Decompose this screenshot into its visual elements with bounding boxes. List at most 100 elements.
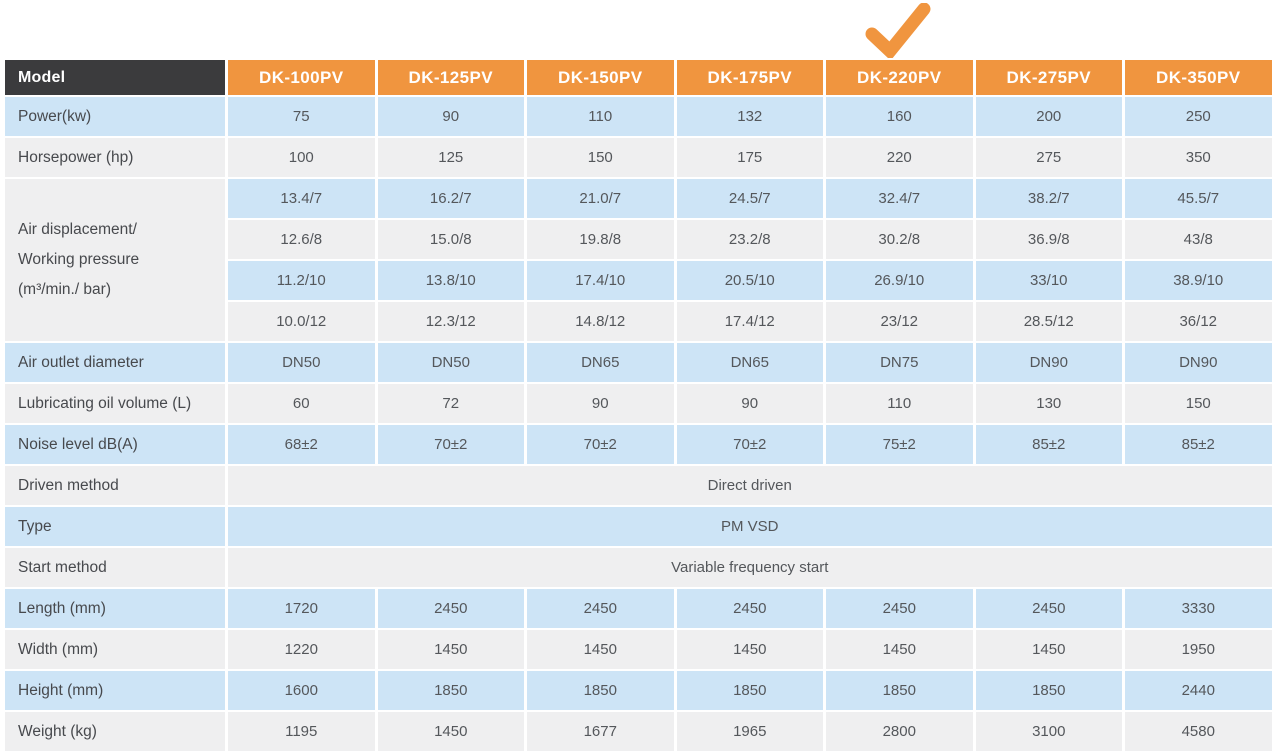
spec-value-cell: 2450	[377, 589, 524, 628]
spec-value-cell: 220	[826, 138, 973, 177]
spec-value-cell: 90	[676, 384, 823, 423]
spec-value-cell: 1450	[527, 630, 674, 669]
table-row: Lubricating oil volume (L) 60 72 90 90 1…	[5, 384, 1272, 423]
table-row: Width (mm) 1220 1450 1450 1450 1450 1450…	[5, 630, 1272, 669]
spec-value-cell: 20.5/10	[676, 261, 823, 300]
spec-value-cell: 26.9/10	[826, 261, 973, 300]
row-label: Height (mm)	[5, 671, 225, 710]
spec-value-cell: 10.0/12	[228, 302, 375, 341]
spec-value-cell: 1720	[228, 589, 375, 628]
table-row: Air outlet diameter DN50 DN50 DN65 DN65 …	[5, 343, 1272, 382]
table-row: Start method Variable frequency start	[5, 548, 1272, 587]
spec-value-cell: 17.4/10	[527, 261, 674, 300]
spec-value-cell: 45.5/7	[1125, 179, 1272, 218]
model-header-cell: Model	[5, 60, 225, 95]
spec-value-cell: 2450	[676, 589, 823, 628]
row-label: Weight (kg)	[5, 712, 225, 751]
spec-value-cell: 1850	[377, 671, 524, 710]
spec-value-cell: 2450	[826, 589, 973, 628]
spec-value-cell: DN50	[377, 343, 524, 382]
spec-value-cell: 1220	[228, 630, 375, 669]
spec-value-cell: 1450	[377, 630, 524, 669]
table-row: Weight (kg) 1195 1450 1677 1965 2800 310…	[5, 712, 1272, 751]
spec-value-cell: 110	[527, 97, 674, 136]
spec-span-cell: Direct driven	[228, 466, 1272, 505]
spec-value-cell: 12.3/12	[377, 302, 524, 341]
spec-value-cell: 30.2/8	[826, 220, 973, 259]
spec-value-cell: 1450	[676, 630, 823, 669]
spec-value-cell: 17.4/12	[676, 302, 823, 341]
spec-value-cell: 1965	[676, 712, 823, 751]
spec-value-cell: 70±2	[527, 425, 674, 464]
spec-value-cell: 150	[527, 138, 674, 177]
row-label: Type	[5, 507, 225, 546]
spec-value-cell: 72	[377, 384, 524, 423]
check-icon	[864, 2, 932, 61]
table-row: 12.6/8 15.0/8 19.8/8 23.2/8 30.2/8 36.9/…	[5, 220, 1272, 259]
spec-value-cell: 28.5/12	[975, 302, 1122, 341]
spec-value-cell: 1450	[975, 630, 1122, 669]
model-column-header: DK-100PV	[228, 60, 375, 95]
spec-sheet: Model DK-100PV DK-125PV DK-150PV DK-175P…	[5, 2, 1272, 751]
model-column-header: DK-125PV	[377, 60, 524, 95]
spec-span-cell: PM VSD	[228, 507, 1272, 546]
spec-value-cell: 2440	[1125, 671, 1272, 710]
spec-span-cell: Variable frequency start	[228, 548, 1272, 587]
row-label: Width (mm)	[5, 630, 225, 669]
spec-value-cell: 19.8/8	[527, 220, 674, 259]
spec-value-cell: 1950	[1125, 630, 1272, 669]
table-row: 11.2/10 13.8/10 17.4/10 20.5/10 26.9/10 …	[5, 261, 1272, 300]
spec-value-cell: 130	[975, 384, 1122, 423]
row-label: Air outlet diameter	[5, 343, 225, 382]
spec-value-cell: 150	[1125, 384, 1272, 423]
spec-value-cell: 90	[527, 384, 674, 423]
spec-value-cell: 14.8/12	[527, 302, 674, 341]
spec-value-cell: 21.0/7	[527, 179, 674, 218]
row-label: Horsepower (hp)	[5, 138, 225, 177]
row-label: Length (mm)	[5, 589, 225, 628]
spec-value-cell: 32.4/7	[826, 179, 973, 218]
spec-value-cell: 350	[1125, 138, 1272, 177]
spec-value-cell: 60	[228, 384, 375, 423]
spec-value-cell: DN65	[527, 343, 674, 382]
spec-value-cell: 43/8	[1125, 220, 1272, 259]
spec-value-cell: DN50	[228, 343, 375, 382]
row-label: Driven method	[5, 466, 225, 505]
table-row: Type PM VSD	[5, 507, 1272, 546]
spec-value-cell: 70±2	[377, 425, 524, 464]
spec-value-cell: 2450	[527, 589, 674, 628]
spec-value-cell: 36.9/8	[975, 220, 1122, 259]
spec-value-cell: 33/10	[975, 261, 1122, 300]
spec-value-cell: 1850	[826, 671, 973, 710]
spec-value-cell: 1850	[975, 671, 1122, 710]
spec-value-cell: 1600	[228, 671, 375, 710]
model-column-header: DK-350PV	[1125, 60, 1272, 95]
spec-value-cell: 75	[228, 97, 375, 136]
spec-value-cell: 90	[377, 97, 524, 136]
table-row: Noise level dB(A) 68±2 70±2 70±2 70±2 75…	[5, 425, 1272, 464]
row-label: Lubricating oil volume (L)	[5, 384, 225, 423]
spec-table: Model DK-100PV DK-125PV DK-150PV DK-175P…	[2, 58, 1275, 753]
spec-value-cell: 13.4/7	[228, 179, 375, 218]
spec-value-cell: 1195	[228, 712, 375, 751]
spec-value-cell: 16.2/7	[377, 179, 524, 218]
table-row: Length (mm) 1720 2450 2450 2450 2450 245…	[5, 589, 1272, 628]
row-label: Air displacement/ Working pressure (m³/m…	[5, 179, 225, 341]
spec-value-cell: 68±2	[228, 425, 375, 464]
spec-value-cell: 1850	[676, 671, 823, 710]
spec-value-cell: 85±2	[975, 425, 1122, 464]
spec-value-cell: 3330	[1125, 589, 1272, 628]
table-header-row: Model DK-100PV DK-125PV DK-150PV DK-175P…	[5, 60, 1272, 95]
row-label: Noise level dB(A)	[5, 425, 225, 464]
spec-value-cell: 4580	[1125, 712, 1272, 751]
spec-value-cell: 24.5/7	[676, 179, 823, 218]
spec-value-cell: 1450	[826, 630, 973, 669]
model-column-header: DK-150PV	[527, 60, 674, 95]
table-row: Power(kw) 75 90 110 132 160 200 250	[5, 97, 1272, 136]
spec-value-cell: DN90	[975, 343, 1122, 382]
spec-value-cell: DN90	[1125, 343, 1272, 382]
spec-value-cell: 110	[826, 384, 973, 423]
spec-value-cell: 12.6/8	[228, 220, 375, 259]
table-row: Height (mm) 1600 1850 1850 1850 1850 185…	[5, 671, 1272, 710]
spec-value-cell: 160	[826, 97, 973, 136]
